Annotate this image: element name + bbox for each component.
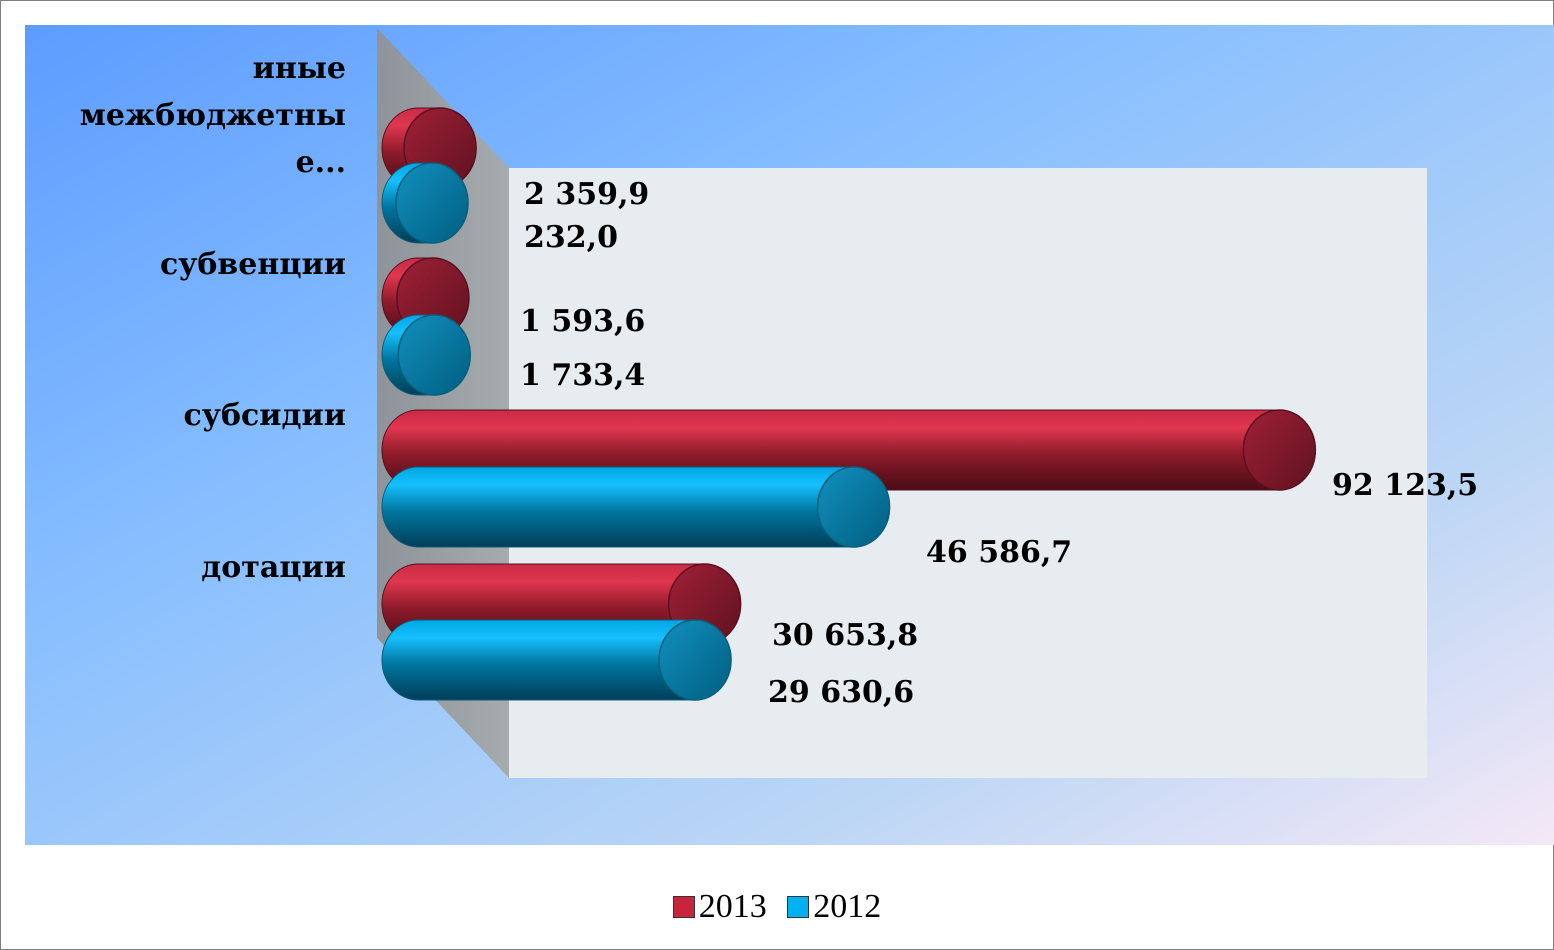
category-label-2: субсидии	[184, 398, 347, 433]
value-label-2013-субсидии: 92 123,5	[1332, 468, 1478, 503]
legend-item-2013: 2013	[672, 888, 767, 926]
bar-2012-дотации	[381, 619, 732, 701]
bar-2012-субсидии	[381, 466, 891, 548]
legend-swatch-2013	[672, 896, 695, 918]
category-label-1: субвенции	[160, 247, 346, 282]
legend-label-2013: 2013	[698, 888, 767, 925]
legend-swatch-2012	[787, 896, 810, 918]
value-label-2013-дотации: 30 653,8	[772, 618, 918, 653]
category-label-0: иные межбюджетны е...	[80, 51, 346, 180]
value-label-2012-субвенции: 1 733,4	[520, 358, 645, 393]
category-label-3: дотации	[201, 550, 346, 585]
bar-2012-иные-межбюджетные-трансферты	[381, 162, 469, 244]
value-label-2012-дотации: 29 630,6	[768, 675, 914, 710]
legend-label-2012: 2012	[813, 888, 882, 925]
legend: 2013 2012	[0, 888, 1554, 926]
legend-item-2012: 2012	[787, 888, 881, 926]
value-label-2012-иные-межбюджетные-трансферты: 232,0	[524, 220, 618, 255]
value-label-2013-иные-межбюджетные-трансферты: 2 359,9	[524, 177, 649, 212]
value-label-2013-субвенции: 1 593,6	[520, 304, 645, 339]
value-label-2012-субсидии: 46 586,7	[926, 535, 1072, 570]
bar-2012-субвенции	[381, 314, 471, 396]
